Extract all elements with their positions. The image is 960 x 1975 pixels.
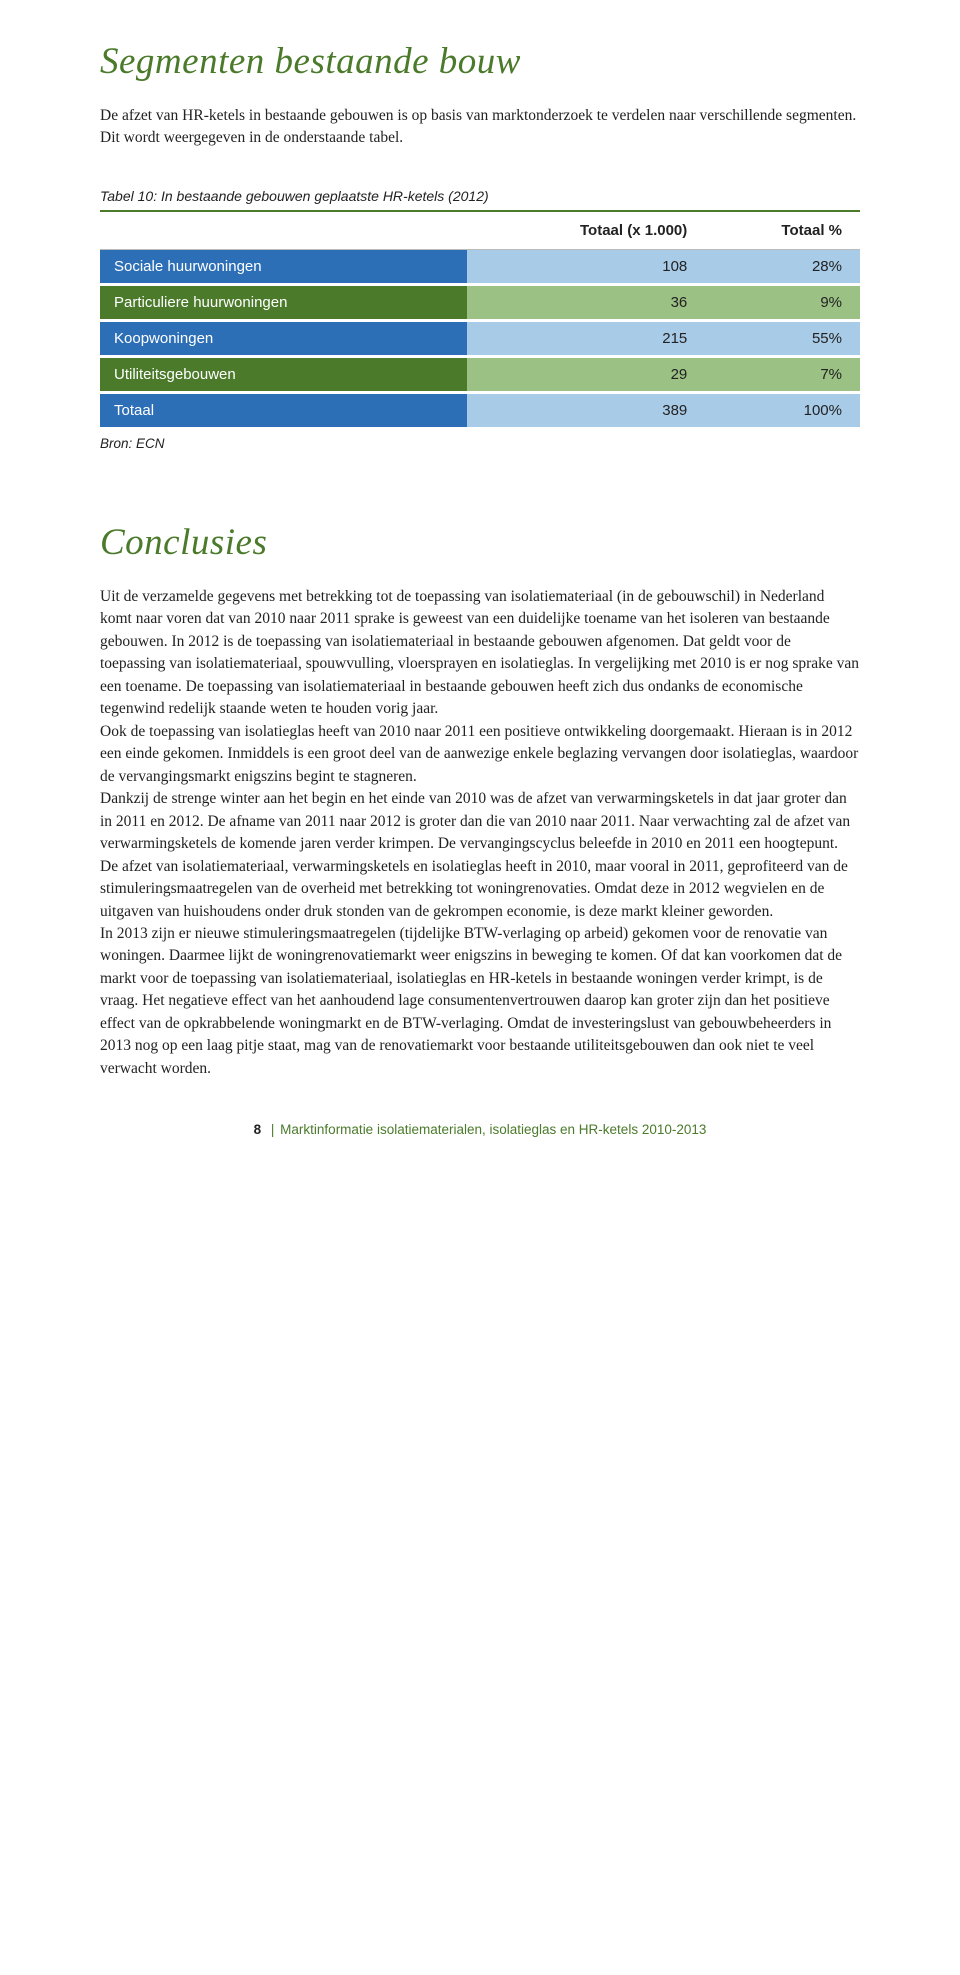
document-page: Segmenten bestaande bouw De afzet van HR… xyxy=(0,0,960,1167)
table-cell-value: 36 xyxy=(467,284,705,320)
intro-paragraph: De afzet van HR-ketels in bestaande gebo… xyxy=(100,105,860,150)
table-cell-label: Koopwoningen xyxy=(100,320,467,356)
table-row: Utiliteitsgebouwen297% xyxy=(100,356,860,392)
table-cell-value: 29 xyxy=(467,356,705,392)
table-row: Totaal389100% xyxy=(100,392,860,428)
footer-title: Marktinformatie isolatiematerialen, isol… xyxy=(280,1122,706,1137)
section-heading-segmenten: Segmenten bestaande bouw xyxy=(100,40,860,83)
table-header-totaal-pct: Totaal % xyxy=(705,211,860,250)
conclusies-body: Uit de verzamelde gegevens met betrekkin… xyxy=(100,586,860,1080)
table-row: Sociale huurwoningen10828% xyxy=(100,249,860,284)
intro-text: De afzet van HR-ketels in bestaande gebo… xyxy=(100,105,860,150)
table-cell-percent: 7% xyxy=(705,356,860,392)
table-header-totaal-x1000: Totaal (x 1.000) xyxy=(467,211,705,250)
table-cell-label: Utiliteitsgebouwen xyxy=(100,356,467,392)
footer-separator: | xyxy=(271,1122,275,1137)
page-number: 8 xyxy=(254,1122,262,1137)
table-cell-label: Sociale huurwoningen xyxy=(100,249,467,284)
table-caption: Tabel 10: In bestaande gebouwen geplaats… xyxy=(100,188,860,204)
table-header-row: Totaal (x 1.000) Totaal % xyxy=(100,211,860,250)
table-cell-percent: 28% xyxy=(705,249,860,284)
table-cell-percent: 55% xyxy=(705,320,860,356)
table-source: Bron: ECN xyxy=(100,436,860,451)
table-row: Koopwoningen21555% xyxy=(100,320,860,356)
conclusies-text: Uit de verzamelde gegevens met betrekkin… xyxy=(100,586,860,1080)
table-cell-value: 389 xyxy=(467,392,705,428)
table-cell-percent: 100% xyxy=(705,392,860,428)
table-cell-label: Particuliere huurwoningen xyxy=(100,284,467,320)
table-cell-value: 215 xyxy=(467,320,705,356)
table-cell-percent: 9% xyxy=(705,284,860,320)
table-cell-label: Totaal xyxy=(100,392,467,428)
table-hr-ketels: Totaal (x 1.000) Totaal % Sociale huurwo… xyxy=(100,210,860,430)
table-header-blank xyxy=(100,211,467,250)
table-cell-value: 108 xyxy=(467,249,705,284)
section-heading-conclusies: Conclusies xyxy=(100,521,860,564)
page-footer: 8 | Marktinformatie isolatiematerialen, … xyxy=(100,1122,860,1137)
table-row: Particuliere huurwoningen369% xyxy=(100,284,860,320)
